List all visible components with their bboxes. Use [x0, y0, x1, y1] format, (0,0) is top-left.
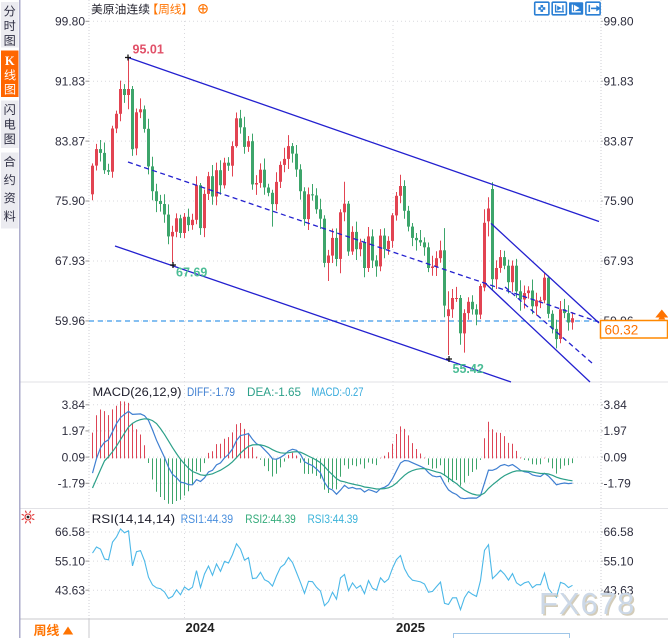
svg-text:RSI3:44.39: RSI3:44.39: [308, 512, 359, 526]
svg-text:99.80: 99.80: [55, 15, 85, 29]
svg-text:1.97: 1.97: [62, 424, 86, 438]
svg-text:67.93: 67.93: [604, 254, 634, 268]
svg-text:0.09: 0.09: [604, 450, 628, 464]
svg-text:2025: 2025: [396, 620, 425, 635]
svg-text:55.10: 55.10: [604, 554, 634, 568]
svg-text:59.96: 59.96: [55, 314, 85, 328]
svg-text:91.83: 91.83: [55, 74, 85, 88]
svg-text:DEA:-1.65: DEA:-1.65: [247, 385, 301, 399]
svg-text:DIFF:-1.79: DIFF:-1.79: [187, 385, 235, 399]
svg-text:67.93: 67.93: [55, 254, 85, 268]
svg-text:3.84: 3.84: [62, 398, 86, 412]
svg-text:75.90: 75.90: [55, 194, 85, 208]
svg-text:MACD(26,12,9): MACD(26,12,9): [93, 385, 182, 399]
svg-text:66.58: 66.58: [604, 525, 634, 539]
svg-text:1.97: 1.97: [604, 424, 628, 438]
svg-text:66.58: 66.58: [55, 525, 85, 539]
svg-text:55.42: 55.42: [453, 362, 484, 376]
svg-text:67.69: 67.69: [176, 266, 207, 280]
svg-text:FX678: FX678: [541, 588, 637, 623]
svg-text:3.84: 3.84: [604, 398, 628, 412]
svg-text:0.09: 0.09: [62, 450, 86, 464]
svg-text:83.87: 83.87: [55, 134, 85, 148]
svg-text:2024: 2024: [186, 620, 216, 635]
svg-text:43.63: 43.63: [604, 583, 634, 597]
svg-text:43.63: 43.63: [55, 583, 85, 597]
svg-text:55.10: 55.10: [55, 554, 85, 568]
svg-text:RSI1:44.39: RSI1:44.39: [181, 512, 234, 526]
svg-text:RSI2:44.39: RSI2:44.39: [245, 512, 296, 526]
svg-text:95.01: 95.01: [133, 43, 164, 57]
svg-text:91.83: 91.83: [604, 74, 634, 88]
svg-text:MACD:-0.27: MACD:-0.27: [312, 385, 364, 399]
svg-text:-1.79: -1.79: [604, 477, 632, 491]
svg-text:75.90: 75.90: [604, 194, 634, 208]
svg-text:RSI(14,14,14): RSI(14,14,14): [92, 512, 176, 526]
svg-text:99.80: 99.80: [604, 15, 634, 29]
svg-text:-1.79: -1.79: [58, 477, 86, 491]
svg-text:83.87: 83.87: [604, 134, 634, 148]
svg-text:FX678: FX678: [539, 586, 635, 621]
svg-text:60.32: 60.32: [605, 323, 639, 338]
svg-text:K: K: [5, 54, 15, 68]
